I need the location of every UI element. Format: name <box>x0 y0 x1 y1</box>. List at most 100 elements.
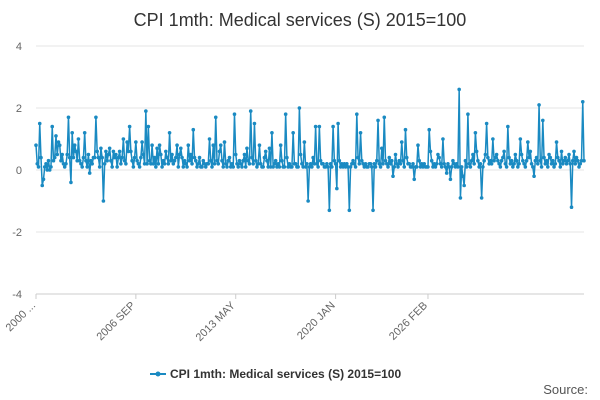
data-point[interactable] <box>291 131 295 135</box>
data-point[interactable] <box>447 165 451 169</box>
data-point[interactable] <box>57 143 62 147</box>
data-point[interactable] <box>142 162 147 166</box>
data-point[interactable] <box>180 155 184 160</box>
data-point[interactable] <box>547 152 551 157</box>
data-point[interactable] <box>64 162 68 166</box>
data-point[interactable] <box>197 155 202 160</box>
data-point[interactable] <box>376 118 380 123</box>
data-point[interactable] <box>521 158 525 163</box>
data-point[interactable] <box>211 143 216 147</box>
data-point[interactable] <box>404 155 409 160</box>
data-point[interactable] <box>160 165 164 169</box>
data-point[interactable] <box>280 158 284 163</box>
data-point[interactable] <box>55 152 60 157</box>
data-point[interactable] <box>75 158 79 163</box>
data-point[interactable] <box>546 165 550 169</box>
data-point[interactable] <box>50 124 55 129</box>
data-point[interactable] <box>181 165 186 169</box>
data-point[interactable] <box>151 162 156 166</box>
data-point[interactable] <box>389 158 394 163</box>
data-point[interactable] <box>565 158 570 163</box>
data-point[interactable] <box>182 158 187 163</box>
data-point[interactable] <box>544 158 549 163</box>
data-point[interactable] <box>165 155 169 160</box>
data-point[interactable] <box>407 162 412 166</box>
data-point[interactable] <box>419 162 424 166</box>
data-point[interactable] <box>426 165 430 169</box>
data-point[interactable] <box>534 155 539 160</box>
data-point[interactable] <box>479 196 484 200</box>
data-point[interactable] <box>482 158 486 163</box>
data-point[interactable] <box>574 155 579 160</box>
data-point[interactable] <box>473 131 478 135</box>
data-point[interactable] <box>513 152 518 157</box>
data-point[interactable] <box>333 162 338 166</box>
data-point[interactable] <box>347 208 352 213</box>
data-point[interactable] <box>141 152 146 157</box>
data-point[interactable] <box>36 165 41 169</box>
data-point[interactable] <box>411 162 415 166</box>
data-point[interactable] <box>56 140 61 144</box>
data-point[interactable] <box>42 165 47 169</box>
data-point[interactable] <box>454 162 459 166</box>
data-point[interactable] <box>206 162 211 166</box>
data-point[interactable] <box>285 155 289 160</box>
data-point[interactable] <box>443 165 448 169</box>
data-point[interactable] <box>306 199 310 203</box>
data-point[interactable] <box>156 162 161 166</box>
data-point[interactable] <box>382 115 387 120</box>
data-point[interactable] <box>573 162 578 166</box>
data-point[interactable] <box>378 165 383 169</box>
data-point[interactable] <box>474 149 479 154</box>
data-point[interactable] <box>357 162 362 166</box>
data-point[interactable] <box>134 140 138 144</box>
data-point[interactable] <box>506 124 510 129</box>
data-point[interactable] <box>478 162 483 166</box>
data-point[interactable] <box>403 127 408 132</box>
data-point[interactable] <box>358 131 363 135</box>
data-point[interactable] <box>543 162 548 166</box>
data-point[interactable] <box>251 162 255 166</box>
data-point[interactable] <box>509 158 514 163</box>
data-point[interactable] <box>102 162 107 166</box>
data-point[interactable] <box>49 165 53 169</box>
data-point[interactable] <box>580 100 585 104</box>
data-point[interactable] <box>397 158 402 163</box>
data-point[interactable] <box>402 165 407 169</box>
data-point[interactable] <box>192 155 197 160</box>
data-point[interactable] <box>126 149 131 154</box>
data-point[interactable] <box>341 165 345 169</box>
data-point[interactable] <box>459 165 464 169</box>
data-point[interactable] <box>448 177 453 182</box>
data-point[interactable] <box>203 165 208 169</box>
data-point[interactable] <box>373 165 378 169</box>
data-point[interactable] <box>564 162 569 166</box>
data-point[interactable] <box>268 165 273 169</box>
data-point[interactable] <box>494 152 499 157</box>
data-point[interactable] <box>353 165 358 169</box>
data-point[interactable] <box>109 158 113 163</box>
data-point[interactable] <box>326 165 330 169</box>
data-point[interactable] <box>222 140 227 144</box>
data-point[interactable] <box>550 158 555 163</box>
data-point[interactable] <box>286 165 290 169</box>
data-point[interactable] <box>368 162 373 166</box>
data-point[interactable] <box>82 131 87 135</box>
data-point[interactable] <box>202 162 207 166</box>
data-point[interactable] <box>484 121 489 126</box>
data-point[interactable] <box>523 165 528 169</box>
data-point[interactable] <box>438 162 443 166</box>
data-point[interactable] <box>41 177 46 182</box>
data-point[interactable] <box>94 115 98 120</box>
data-point[interactable] <box>263 149 268 154</box>
data-point[interactable] <box>412 177 417 182</box>
data-point[interactable] <box>429 158 434 163</box>
data-point[interactable] <box>164 149 168 154</box>
data-point[interactable] <box>555 155 560 160</box>
data-point[interactable] <box>351 158 355 163</box>
data-point[interactable] <box>508 162 513 166</box>
data-point[interactable] <box>272 162 277 166</box>
data-point[interactable] <box>355 112 359 116</box>
data-point[interactable] <box>401 158 405 163</box>
data-point[interactable] <box>362 165 367 169</box>
